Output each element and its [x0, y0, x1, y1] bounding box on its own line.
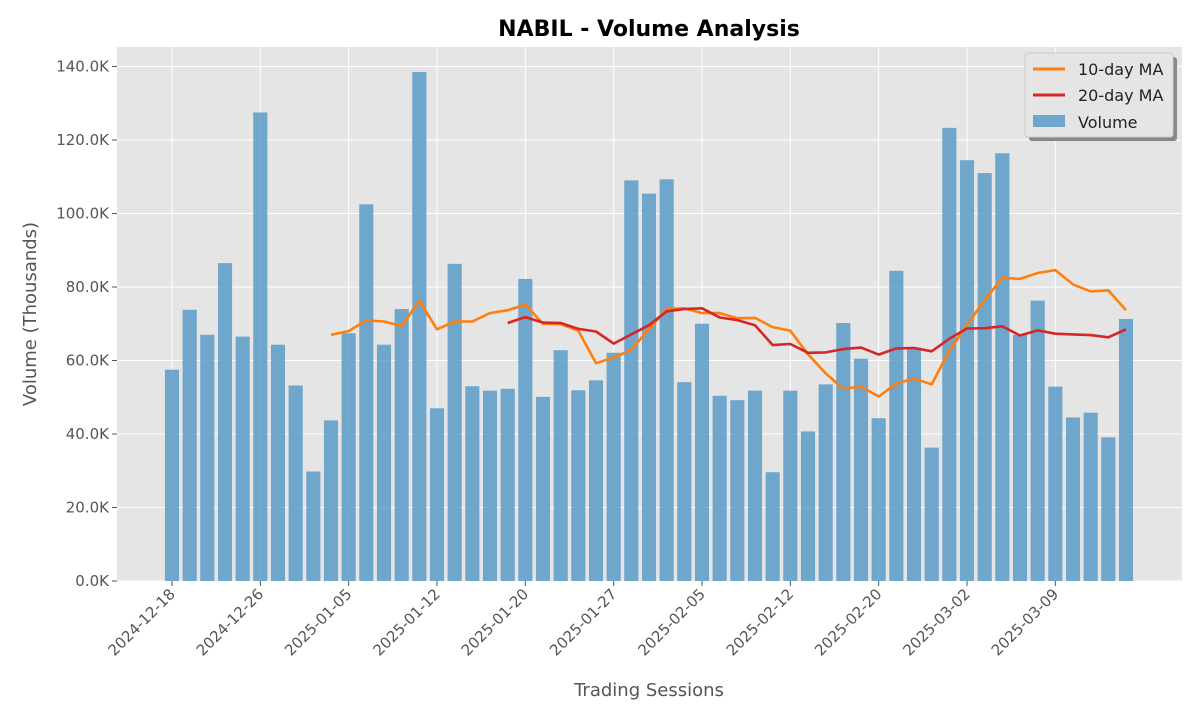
volume-bar	[800, 431, 816, 581]
y-tick-label: 120.0K	[56, 131, 110, 149]
x-tick-label: 2024-12-26	[193, 585, 267, 659]
volume-bar	[535, 396, 551, 581]
volume-bar	[1065, 417, 1081, 581]
volume-bar	[730, 400, 745, 581]
x-tick-label: 2025-02-20	[811, 585, 885, 659]
volume-bar	[217, 263, 233, 581]
volume-bar	[783, 390, 798, 581]
volume-bar	[818, 384, 833, 581]
volume-bar	[747, 390, 763, 581]
x-tick-label: 2025-01-20	[458, 585, 532, 659]
legend: 10-day MA 20-day MA Volume	[1024, 52, 1177, 141]
volume-bar	[288, 385, 303, 581]
volume-bar	[1118, 318, 1134, 581]
volume-bar	[624, 180, 639, 582]
volume-bar	[323, 420, 339, 581]
y-tick-label: 0.0K	[75, 572, 110, 590]
volume-bar	[924, 447, 939, 581]
volume-bar	[553, 350, 568, 581]
volume-bar	[942, 127, 957, 581]
volume-bar	[235, 336, 250, 581]
legend-swatch-volume	[1033, 115, 1065, 127]
x-tick-label: 2025-02-05	[634, 585, 708, 659]
volume-bar	[412, 72, 427, 581]
legend-label-volume: Volume	[1078, 113, 1138, 132]
volume-bar	[500, 388, 515, 581]
volume-bar	[765, 472, 780, 581]
volume-bar	[694, 323, 710, 581]
x-tick-label: 2025-03-02	[899, 585, 973, 659]
x-axis-ticks: 2024-12-18 2024-12-26 2025-01-05 2025-01-12…	[104, 581, 1062, 659]
x-tick-label: 2025-01-12	[369, 585, 443, 659]
volume-bar	[465, 386, 480, 581]
20-day-ma-line	[507, 306, 1127, 356]
x-axis-label: Trading Sessions	[573, 680, 724, 701]
y-tick-label: 60.0K	[66, 352, 110, 370]
volume-bar	[995, 153, 1010, 582]
x-tick-label: 2025-02-12	[723, 585, 797, 659]
volume-bars	[164, 72, 1134, 582]
volume-bar	[906, 347, 922, 581]
volume-bar	[712, 395, 727, 581]
x-tick-label: 2024-12-18	[104, 585, 178, 659]
volume-bar	[1101, 437, 1116, 581]
volume-bar	[394, 309, 409, 581]
volume-bar	[182, 309, 197, 581]
volume-bar	[341, 333, 356, 581]
volume-bar	[200, 334, 215, 581]
volume-bar	[641, 193, 657, 581]
legend-label-10-day-ma: 10-day MA	[1078, 60, 1163, 79]
volume-bar	[677, 382, 692, 581]
volume-bar	[447, 263, 462, 581]
volume-bar	[482, 390, 498, 581]
y-axis-ticks: 0.0K 20.0K 40.0K 60.0K 80.0K 100.0K 120.0K 140.…	[56, 58, 117, 590]
volume-bar	[253, 112, 268, 581]
x-tick-label: 2025-01-05	[281, 585, 355, 659]
x-tick-label: 2025-03-09	[988, 585, 1062, 659]
volume-bar	[871, 418, 886, 581]
volume-bar	[588, 380, 604, 581]
volume-bar	[959, 160, 975, 581]
volume-bar	[1048, 386, 1063, 581]
volume-bar	[1083, 412, 1098, 581]
volume-bar	[429, 408, 445, 581]
volume-bar	[306, 471, 321, 581]
volume-bar	[359, 204, 374, 581]
x-tick-label: 2025-01-27	[546, 585, 620, 659]
y-tick-label: 140.0K	[56, 58, 110, 76]
volume-bar	[376, 344, 392, 581]
y-tick-label: 40.0K	[66, 425, 110, 443]
y-tick-label: 80.0K	[66, 278, 110, 296]
volume-bar	[164, 369, 180, 581]
10-day-ma-line	[330, 268, 1127, 398]
volume-bar	[571, 390, 586, 581]
volume-bar	[853, 358, 869, 581]
volume-bar	[836, 323, 851, 581]
volume-bar	[1012, 334, 1028, 581]
volume-bar	[977, 173, 992, 581]
volume-bar	[270, 344, 286, 581]
volume-bar	[606, 352, 621, 581]
chart-title: NABIL - Volume Analysis	[498, 17, 800, 42]
y-axis-label: Volume (Thousands)	[20, 222, 41, 406]
y-tick-label: 100.0K	[56, 205, 110, 223]
y-tick-label: 20.0K	[66, 499, 110, 517]
volume-bar	[1030, 300, 1045, 581]
volume-bar	[889, 270, 904, 581]
volume-bar	[518, 278, 533, 581]
moving-average-lines	[330, 268, 1127, 398]
volume-bar	[659, 179, 674, 581]
legend-label-20-day-ma: 20-day MA	[1078, 86, 1163, 105]
